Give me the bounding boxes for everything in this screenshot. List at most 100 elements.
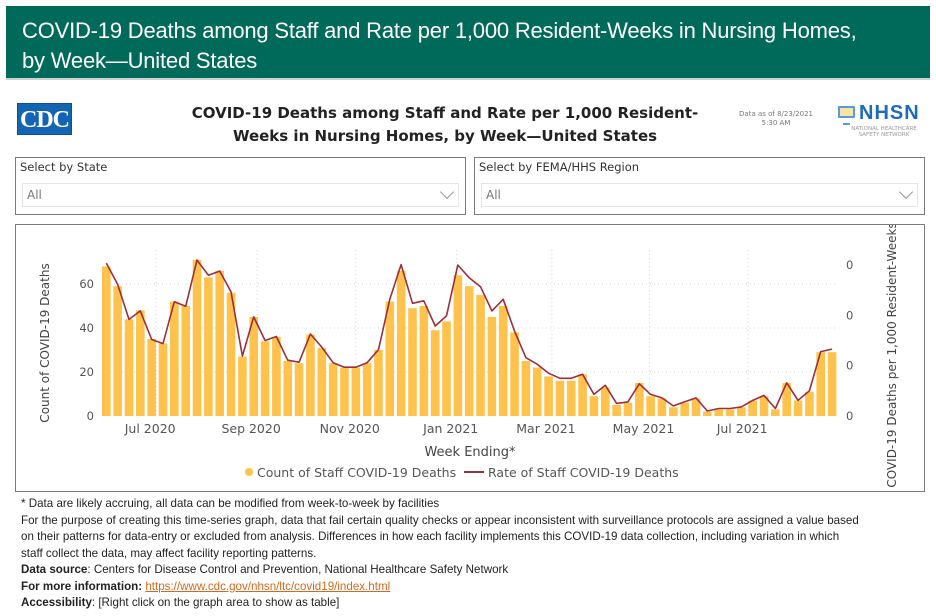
bar[interactable] xyxy=(532,367,542,416)
more-info: For more information: https://www.cdc.go… xyxy=(21,579,931,596)
bar[interactable] xyxy=(669,407,678,416)
bar[interactable] xyxy=(487,317,497,416)
footer-paragraph-line1: For the purpose of creating this time-se… xyxy=(21,513,859,527)
bar[interactable] xyxy=(124,319,134,416)
bar[interactable] xyxy=(226,292,236,416)
bar[interactable] xyxy=(555,380,565,416)
bar[interactable] xyxy=(464,286,474,416)
bar[interactable] xyxy=(306,334,315,416)
footer-paragraph-line3: staff collect the data, may affect facil… xyxy=(21,546,317,560)
bar[interactable] xyxy=(192,259,202,416)
nhsn-subtitle-line1: NATIONAL HEALTHCARE xyxy=(851,126,917,132)
bar[interactable] xyxy=(272,336,281,416)
bar[interactable] xyxy=(521,361,531,416)
nhsn-wordmark: NHSN xyxy=(859,102,920,124)
footer-paragraph-line2: on their patterns for data-entry or excl… xyxy=(21,530,840,543)
bar[interactable] xyxy=(204,277,213,416)
data-source-label: Data source xyxy=(21,563,88,576)
bar[interactable] xyxy=(136,310,145,416)
bar[interactable] xyxy=(578,374,587,416)
bar[interactable] xyxy=(805,391,814,416)
bar[interactable] xyxy=(317,347,327,416)
bar[interactable] xyxy=(260,341,270,416)
region-filter: Select by FEMA/HHS Region All xyxy=(474,157,925,215)
bar[interactable] xyxy=(158,343,168,416)
bar[interactable] xyxy=(510,332,519,416)
bar[interactable] xyxy=(634,383,644,416)
accessibility-note: Accessibility: [Right click on the graph… xyxy=(21,595,931,612)
bar[interactable] xyxy=(283,361,293,416)
y2-tick-label: 0 xyxy=(846,409,853,423)
bar[interactable] xyxy=(215,270,224,416)
bar[interactable] xyxy=(646,396,655,416)
chevron-down-icon xyxy=(439,184,455,200)
state-dropdown-value: All xyxy=(27,188,42,202)
bar[interactable] xyxy=(737,407,746,416)
bar[interactable] xyxy=(419,306,429,416)
bar[interactable] xyxy=(181,306,190,416)
x-tick-label: Sep 2020 xyxy=(221,421,280,436)
bar[interactable] xyxy=(725,409,735,416)
bar[interactable] xyxy=(589,396,599,416)
bar[interactable] xyxy=(340,367,349,416)
nhsn-logo: NHSN NATIONAL HEALTHCARE SAFETY NETWORK xyxy=(838,102,930,144)
bar[interactable] xyxy=(113,286,122,416)
bar[interactable] xyxy=(612,405,621,416)
y2-tick-label: 0 xyxy=(846,359,853,373)
bar[interactable] xyxy=(374,350,383,416)
state-dropdown[interactable]: All xyxy=(22,183,459,207)
y-tick-label: 20 xyxy=(79,365,94,379)
legend-bar-marker xyxy=(245,468,253,476)
bar[interactable] xyxy=(102,266,111,416)
bar[interactable] xyxy=(238,356,247,416)
region-dropdown[interactable]: All xyxy=(481,183,918,207)
bar[interactable] xyxy=(351,367,361,416)
bar[interactable] xyxy=(600,387,610,416)
y-axis-right: 0 0 0 0 xyxy=(846,258,853,423)
bar[interactable] xyxy=(703,411,712,416)
data-as-of-time: 5:30 AM xyxy=(761,119,791,127)
x-axis: Jul 2020 Sep 2020 Nov 2020 Jan 2021 Mar 2021… xyxy=(124,421,768,436)
bar[interactable] xyxy=(294,363,304,416)
bar[interactable] xyxy=(249,317,259,416)
bar[interactable] xyxy=(793,400,803,416)
legend: Count of Staff COVID-19 Deaths Rate of S… xyxy=(245,465,679,480)
bar[interactable] xyxy=(623,402,633,416)
bar[interactable] xyxy=(147,339,156,416)
nhsn-subtitle: NATIONAL HEALTHCARE SAFETY NETWORK xyxy=(838,126,930,138)
data-as-of-date: Data as of 8/23/2021 xyxy=(739,110,813,118)
bar[interactable] xyxy=(782,383,791,416)
bar[interactable] xyxy=(566,380,576,416)
bar[interactable] xyxy=(827,352,837,416)
bar[interactable] xyxy=(170,301,179,416)
x-tick-label: Mar 2021 xyxy=(516,421,575,436)
bar[interactable] xyxy=(442,321,451,416)
bar[interactable] xyxy=(385,301,395,416)
chart-container[interactable]: 0 20 40 60 0 0 0 0 Jul 2020 Sep 2020 Nov 2020 Jan… xyxy=(15,222,925,492)
bar[interactable] xyxy=(748,400,757,416)
bar[interactable] xyxy=(680,402,689,416)
x-axis-title: Week Ending* xyxy=(424,445,516,460)
more-info-link[interactable]: https://www.cdc.gov/nhsn/ltc/covid19/ind… xyxy=(145,579,391,593)
accessibility-text: : [Right click on the graph area to show… xyxy=(91,596,340,609)
bar[interactable] xyxy=(362,363,372,416)
bar[interactable] xyxy=(453,275,463,416)
bar[interactable] xyxy=(759,396,769,416)
bar[interactable] xyxy=(691,398,701,416)
bar[interactable] xyxy=(657,398,667,416)
y2-axis-title: COVID-19 Deaths per 1,000 Resident-Weeks xyxy=(885,225,899,488)
line-series xyxy=(105,259,833,412)
bar[interactable] xyxy=(544,376,553,416)
bar[interactable] xyxy=(771,409,780,416)
bar[interactable] xyxy=(476,295,485,416)
chart-title: COVID-19 Deaths among Staff and Rate per… xyxy=(190,102,700,148)
rate-line[interactable] xyxy=(105,259,833,412)
bar[interactable] xyxy=(396,270,406,416)
bar[interactable] xyxy=(714,409,723,416)
bar[interactable] xyxy=(430,330,440,416)
bar[interactable] xyxy=(816,352,826,416)
bar[interactable] xyxy=(498,306,508,416)
combo-chart[interactable]: 0 20 40 60 0 0 0 0 Jul 2020 Sep 2020 Nov 2020 Jan… xyxy=(16,222,924,491)
bar[interactable] xyxy=(408,308,417,416)
bar[interactable] xyxy=(328,363,338,416)
